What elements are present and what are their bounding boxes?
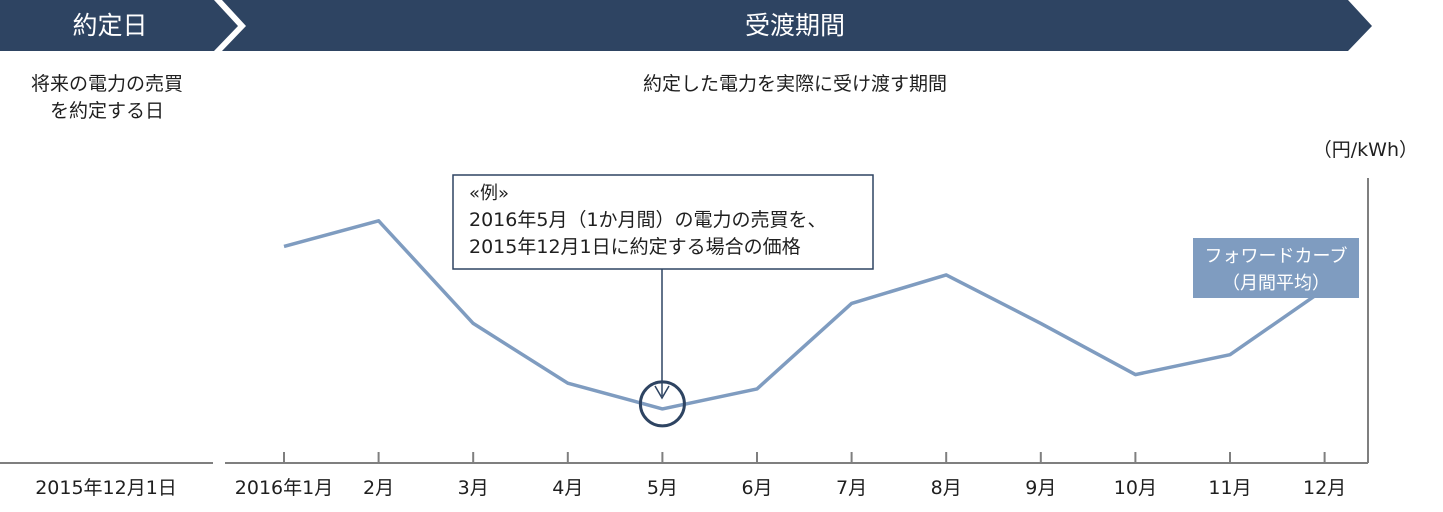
example-callout-line-3: 2015年12月1日に約定する場合の価格: [469, 236, 801, 258]
delivery-period-label: 受渡期間: [745, 11, 845, 40]
delivery-period-banner: [222, 0, 1372, 51]
x-axis-tick-label: 12月: [1303, 477, 1346, 499]
forward-curve-legend-line-2: （月間平均）: [1222, 273, 1330, 294]
y-axis-unit-label: （円/kWh）: [1313, 139, 1418, 161]
x-axis-tick-label: 2月: [363, 477, 394, 499]
x-axis-tick-label: 4月: [552, 477, 583, 499]
x-axis-tick-label: 3月: [458, 477, 489, 499]
x-axis-tick-label: 2016年1月: [235, 477, 333, 499]
example-callout-line-2: 2016年5月（1か月間）の電力の売買を、: [469, 209, 827, 231]
x-axis-tick-label: 7月: [836, 477, 867, 499]
x-axis-tick-label: 5月: [647, 477, 678, 499]
x-axis-tick-label: 8月: [931, 477, 962, 499]
contract-date-label: 2015年12月1日: [35, 477, 177, 499]
x-axis-tick-label: 9月: [1025, 477, 1056, 499]
forward-curve-legend-box: [1193, 238, 1359, 298]
x-axis-tick-label: 11月: [1208, 477, 1251, 499]
example-callout-line-1: «例»: [469, 183, 509, 204]
contract-day-description-line-2: を約定する日: [50, 100, 164, 122]
x-axis-tick-labels: 2016年1月 2月 3月 4月 5月 6月 7月 8月 9月 10月 11月 12月: [235, 477, 1346, 499]
callout-arrow-head: [654, 385, 670, 400]
example-callout-box: [452, 174, 874, 270]
forward-curve-legend-line-1: フォワードカーブ: [1205, 245, 1348, 267]
forward-curve-line: [283, 219, 1326, 411]
x-axis-tick-label: 10月: [1114, 477, 1157, 499]
x-axis-ticks: [283, 452, 1326, 463]
x-axis-tick-label: 6月: [741, 477, 772, 499]
contract-day-label: 約定日: [72, 11, 147, 40]
delivery-period-description: 約定した電力を実際に受け渡す期間: [643, 73, 947, 95]
contract-day-description-line-1: 将来の電力の売買: [31, 73, 183, 95]
contract-day-banner: [0, 0, 238, 51]
